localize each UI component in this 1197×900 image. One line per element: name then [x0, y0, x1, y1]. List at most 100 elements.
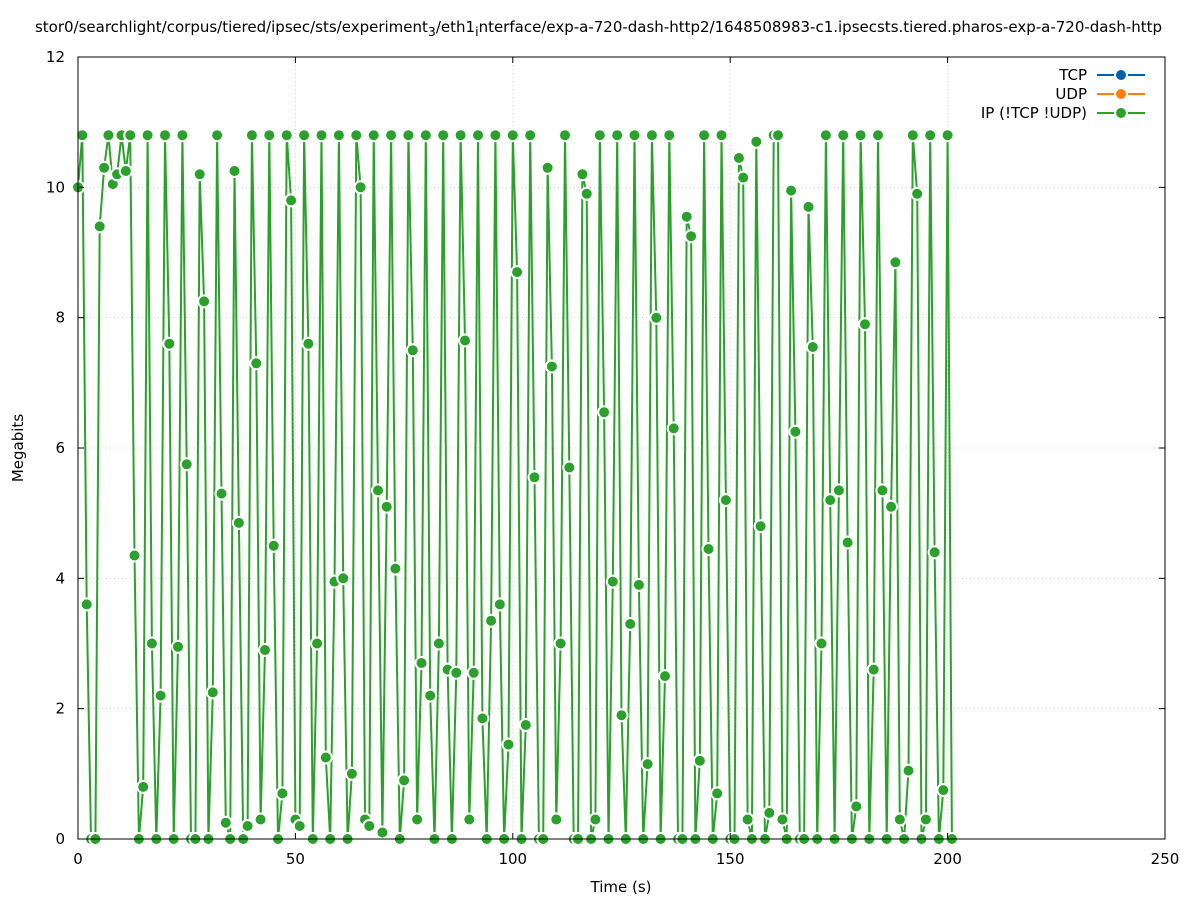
data-point	[379, 499, 394, 514]
data-point	[384, 128, 399, 143]
data-point	[771, 128, 785, 143]
data-point	[418, 128, 433, 143]
data-point	[918, 812, 933, 827]
data-point	[453, 128, 468, 143]
data-point	[575, 167, 590, 182]
data-point	[410, 812, 425, 827]
data-point	[153, 688, 168, 703]
data-point	[249, 356, 264, 371]
data-point	[123, 128, 138, 143]
data-point	[301, 336, 316, 351]
data-point	[905, 128, 920, 143]
data-point	[423, 688, 438, 703]
data-point	[253, 812, 268, 827]
data-point	[484, 613, 499, 628]
data-point	[631, 577, 646, 592]
data-point	[136, 779, 151, 794]
y-tick-label: 0	[55, 830, 65, 848]
data-point	[644, 128, 659, 143]
data-point	[762, 805, 777, 820]
data-point	[831, 483, 846, 498]
data-point	[197, 294, 212, 309]
data-point	[718, 493, 733, 508]
data-point	[258, 643, 272, 657]
data-point	[397, 773, 412, 788]
data-point	[749, 134, 764, 149]
data-point	[262, 128, 277, 143]
data-point	[388, 561, 403, 576]
data-point	[79, 597, 94, 612]
data-point	[371, 483, 385, 498]
data-point	[501, 737, 516, 752]
data-point	[923, 128, 938, 143]
series-2	[71, 128, 959, 846]
data-point	[210, 128, 225, 143]
data-point	[540, 160, 555, 175]
data-point	[927, 545, 942, 560]
data-point	[218, 815, 233, 830]
y-tick-label: 2	[55, 700, 65, 718]
data-point	[310, 636, 325, 651]
data-point	[853, 128, 868, 143]
data-point	[244, 128, 259, 143]
title-suffix: nterface/exp-a-720-dash-http2/1648508983…	[478, 18, 1163, 36]
data-point	[658, 669, 672, 684]
data-point	[936, 783, 951, 798]
data-point	[875, 483, 890, 498]
data-point	[192, 167, 207, 182]
data-point	[892, 812, 907, 827]
data-point	[505, 128, 520, 143]
data-point	[127, 548, 142, 563]
data-point	[118, 164, 133, 178]
data-point	[436, 128, 451, 143]
data-point	[553, 636, 568, 651]
data-point	[849, 799, 864, 814]
data-point	[840, 535, 855, 550]
data-point	[627, 128, 642, 143]
data-point	[549, 812, 564, 827]
data-point	[227, 164, 242, 178]
data-point	[231, 515, 246, 530]
data-point	[144, 636, 159, 651]
data-point	[562, 460, 577, 475]
data-point	[97, 160, 112, 175]
data-point	[697, 128, 712, 143]
data-point	[814, 636, 829, 651]
x-tick-label: 200	[933, 850, 962, 868]
data-point	[336, 571, 351, 586]
data-point	[649, 310, 664, 325]
chart-title: stor0/searchlight/corpus/tiered/ipsec/st…	[0, 18, 1197, 39]
data-point	[523, 128, 538, 143]
data-point	[449, 665, 464, 680]
data-point	[362, 819, 377, 833]
data-point	[866, 662, 881, 677]
data-point	[527, 470, 542, 485]
data-point	[788, 424, 803, 439]
data-point	[597, 405, 612, 420]
y-axis-title: Megabits	[9, 414, 27, 482]
data-point	[471, 128, 485, 143]
data-point	[910, 186, 925, 201]
data-point	[588, 812, 603, 827]
data-point	[858, 317, 872, 332]
data-point	[510, 265, 525, 280]
legend-label: IP (!TCP !UDP)	[981, 104, 1087, 122]
y-tick-label: 4	[55, 569, 65, 587]
data-point	[710, 786, 725, 801]
y-tick-label: 6	[55, 439, 65, 457]
data-point	[836, 128, 851, 143]
data-point	[140, 128, 155, 143]
data-point	[405, 343, 420, 358]
title-subscript-2: i	[475, 24, 479, 39]
data-point	[666, 421, 681, 436]
data-point	[753, 519, 768, 534]
legend-label: UDP	[1055, 85, 1087, 103]
data-point	[558, 128, 572, 143]
data-point	[162, 336, 177, 351]
data-point	[462, 812, 477, 827]
data-point	[349, 128, 364, 143]
x-axis-title: Time (s)	[590, 878, 652, 896]
data-point	[901, 763, 916, 778]
axis-ticks: 0 50 100 150 200 250 0 2 4 6 8 10 12	[46, 48, 1179, 868]
